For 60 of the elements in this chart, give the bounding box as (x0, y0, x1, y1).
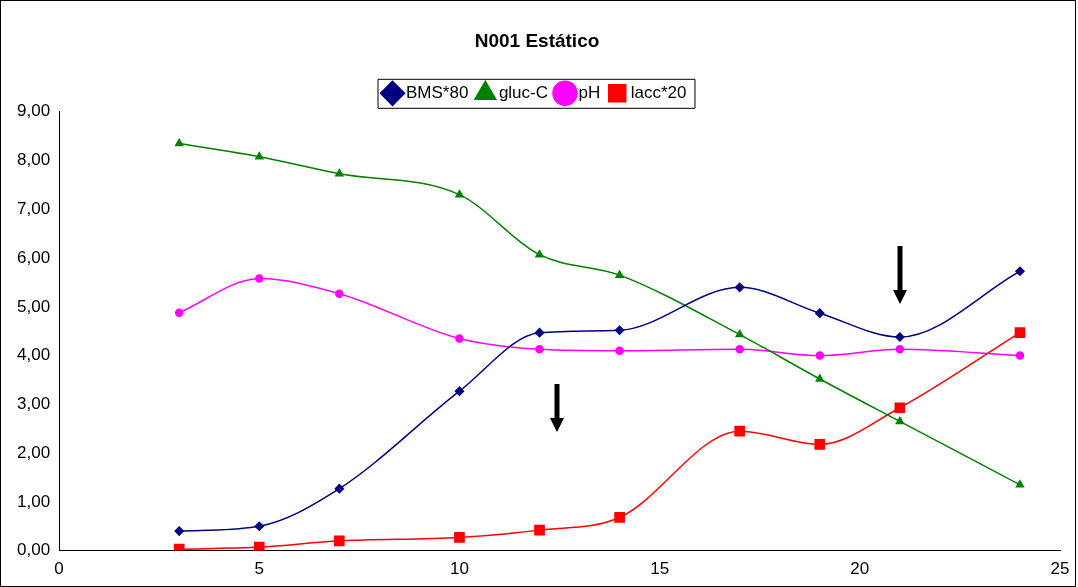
point (895, 344, 905, 354)
point (174, 526, 184, 536)
point (534, 327, 545, 338)
point (894, 402, 906, 414)
point (615, 270, 624, 278)
legend-label: gluc-C (498, 82, 548, 102)
point (734, 425, 746, 437)
point (455, 334, 464, 343)
x-tick-label: 25 (1050, 559, 1070, 579)
point (815, 374, 824, 382)
x-tick-label: 20 (850, 559, 870, 579)
y-tick-label: 4,00 (16, 345, 51, 365)
point (895, 332, 905, 342)
point (615, 346, 624, 355)
point (174, 138, 184, 147)
y-tick-label: 3,00 (16, 394, 51, 414)
point (335, 289, 344, 298)
chart-title: N001 Estático (474, 29, 600, 51)
point (255, 151, 264, 160)
point (535, 249, 544, 258)
point (253, 541, 265, 551)
point (614, 512, 625, 523)
x-tick-label: 5 (254, 559, 264, 579)
x-tick-label: 0 (54, 559, 64, 579)
legend-label: lacc*20 (630, 82, 687, 102)
point (535, 344, 544, 354)
point (454, 386, 465, 396)
point (815, 351, 825, 360)
point (1015, 351, 1025, 360)
legend-label: BMS*80 (406, 82, 469, 102)
point (174, 308, 184, 317)
legend-label: pH (578, 82, 601, 102)
point (735, 329, 744, 338)
point (1015, 266, 1025, 276)
point (454, 532, 465, 543)
point (534, 524, 545, 536)
point (815, 308, 825, 318)
y-tick-label: 8,00 (16, 150, 51, 170)
point (1015, 480, 1025, 488)
y-tick-label: 2,00 (16, 442, 51, 462)
point (735, 344, 744, 354)
point (255, 274, 264, 283)
x-tick-label: 15 (650, 559, 670, 579)
point (334, 483, 345, 494)
y-tick-label: 1,00 (16, 491, 51, 511)
point (1014, 327, 1026, 339)
x-tick-label: 10 (449, 559, 469, 579)
y-tick-label: 6,00 (16, 247, 51, 267)
y-tick-label: 7,00 (16, 199, 51, 218)
point (334, 535, 345, 547)
point (895, 416, 905, 425)
point (455, 189, 464, 198)
point (335, 168, 344, 177)
point (734, 282, 745, 293)
point (254, 521, 265, 531)
y-tick-label: 5,00 (16, 296, 51, 316)
y-tick-label: 9,00 (16, 101, 51, 121)
point (814, 438, 826, 450)
y-tick-label: 0,00 (16, 540, 51, 560)
point (614, 325, 625, 335)
